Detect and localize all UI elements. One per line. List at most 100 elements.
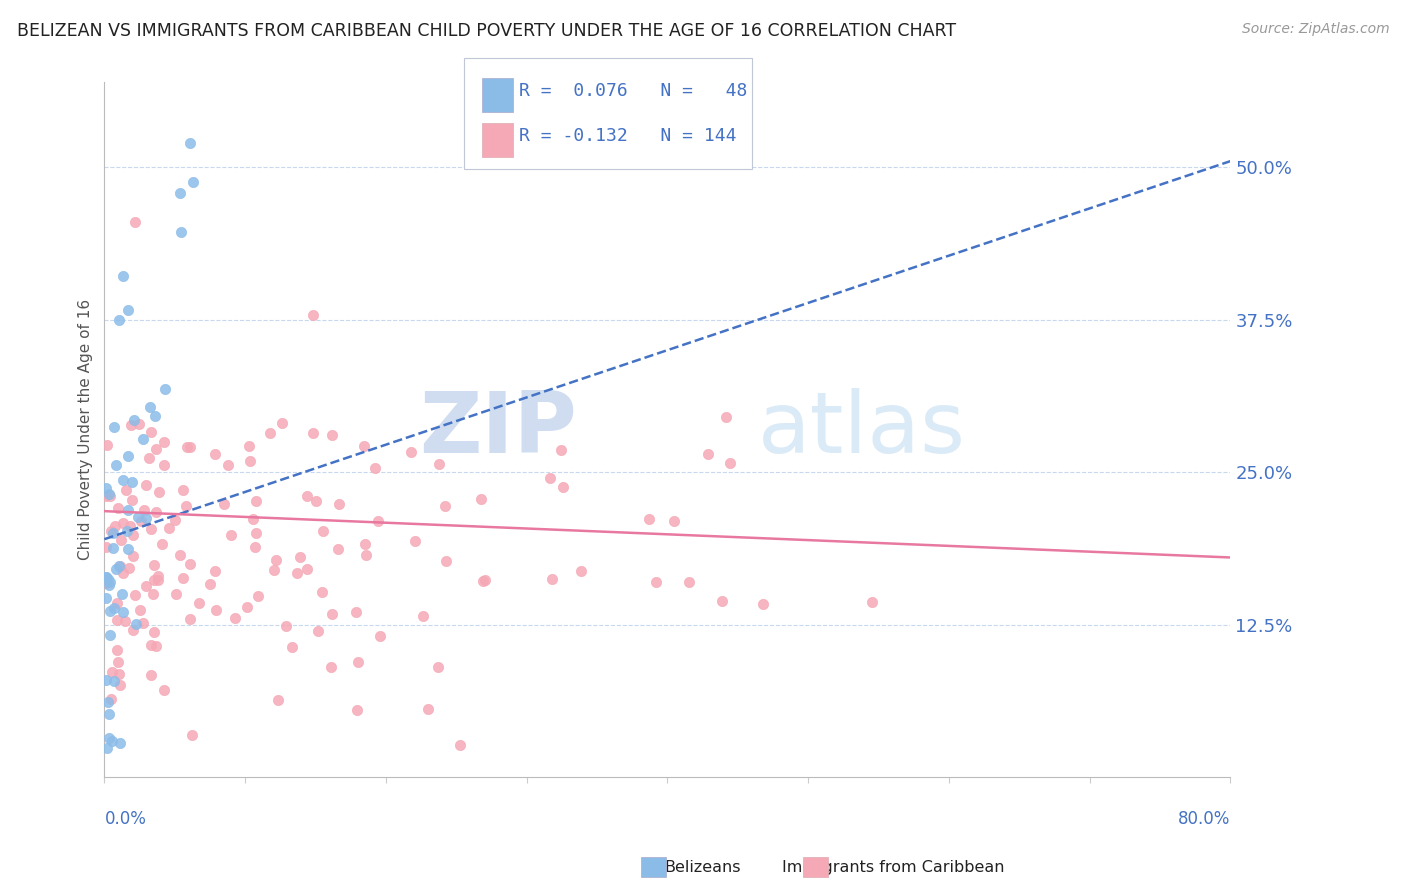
- Point: [288, 550, 311, 565]
- Point: [122, 413, 145, 427]
- Point: [132, 433, 155, 447]
- Point: [105, 458, 128, 473]
- Point: [103, 420, 125, 434]
- Point: [538, 471, 561, 485]
- Point: [569, 565, 592, 579]
- Point: [121, 493, 143, 508]
- Point: [427, 457, 450, 471]
- Point: [217, 458, 239, 472]
- Point: [135, 510, 157, 524]
- Point: [271, 416, 294, 430]
- Point: [121, 475, 143, 489]
- Point: [96, 438, 118, 452]
- Point: [107, 666, 129, 681]
- Point: [404, 534, 426, 549]
- Point: [305, 494, 328, 508]
- Point: [266, 693, 288, 707]
- Point: [550, 443, 572, 458]
- Point: [302, 308, 325, 322]
- Point: [165, 586, 187, 600]
- Text: 80.0%: 80.0%: [1178, 810, 1230, 829]
- Point: [364, 460, 387, 475]
- Point: [172, 571, 194, 585]
- Point: [181, 176, 204, 190]
- Point: [112, 516, 135, 531]
- Point: [412, 609, 434, 624]
- Point: [107, 500, 129, 515]
- Point: [141, 425, 163, 440]
- Point: [472, 574, 495, 589]
- Point: [97, 487, 120, 501]
- Point: [138, 451, 160, 466]
- Text: ZIP: ZIP: [419, 388, 578, 471]
- Point: [346, 703, 368, 717]
- Point: [247, 589, 270, 603]
- Text: BELIZEAN VS IMMIGRANTS FROM CARIBBEAN CHILD POVERTY UNDER THE AGE OF 16 CORRELAT: BELIZEAN VS IMMIGRANTS FROM CARIBBEAN CH…: [17, 22, 956, 40]
- Point: [143, 409, 166, 423]
- Point: [662, 514, 685, 528]
- Point: [142, 587, 165, 601]
- Point: [128, 417, 150, 431]
- Point: [104, 518, 127, 533]
- Point: [129, 515, 152, 529]
- Point: [94, 591, 117, 605]
- Point: [426, 659, 449, 673]
- Point: [239, 454, 262, 468]
- Point: [311, 585, 333, 599]
- Point: [433, 500, 456, 514]
- Point: [117, 449, 139, 463]
- Point: [132, 502, 155, 516]
- Point: [139, 668, 162, 682]
- Point: [860, 595, 883, 609]
- Point: [103, 674, 125, 689]
- Point: [135, 478, 157, 492]
- Point: [312, 524, 335, 539]
- Point: [117, 302, 139, 317]
- Point: [108, 736, 131, 750]
- Point: [326, 542, 349, 557]
- Point: [205, 603, 228, 617]
- Point: [111, 268, 134, 283]
- Point: [179, 558, 201, 572]
- Point: [321, 427, 343, 442]
- Point: [295, 562, 318, 576]
- Point: [101, 525, 124, 540]
- Point: [145, 505, 167, 519]
- Point: [111, 587, 134, 601]
- Point: [104, 562, 127, 576]
- Point: [122, 528, 145, 542]
- Point: [101, 541, 124, 555]
- Point: [98, 490, 121, 504]
- Point: [344, 606, 367, 620]
- Point: [139, 522, 162, 536]
- Point: [180, 728, 202, 742]
- Point: [124, 588, 146, 602]
- Point: [718, 456, 741, 470]
- Point: [224, 611, 246, 625]
- Point: [346, 656, 368, 670]
- Point: [100, 524, 122, 539]
- Point: [94, 570, 117, 584]
- Point: [128, 603, 150, 617]
- Point: [319, 660, 342, 674]
- Point: [176, 440, 198, 454]
- Point: [219, 528, 242, 542]
- Point: [710, 594, 733, 608]
- Point: [121, 549, 143, 564]
- Point: [449, 738, 471, 752]
- Point: [94, 576, 117, 591]
- Point: [145, 639, 167, 653]
- Point: [115, 524, 138, 538]
- Point: [148, 484, 170, 499]
- Point: [238, 439, 260, 453]
- Point: [107, 655, 129, 669]
- Point: [188, 596, 211, 610]
- Point: [94, 481, 117, 495]
- Y-axis label: Child Poverty Under the Age of 16: Child Poverty Under the Age of 16: [79, 299, 93, 560]
- Point: [321, 607, 343, 621]
- Point: [540, 572, 562, 586]
- Point: [112, 605, 135, 619]
- Point: [118, 561, 141, 575]
- Point: [145, 442, 167, 456]
- Point: [110, 533, 132, 547]
